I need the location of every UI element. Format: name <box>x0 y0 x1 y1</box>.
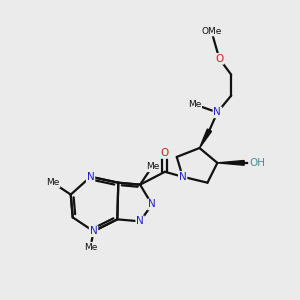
Polygon shape <box>200 129 211 148</box>
Text: OH: OH <box>249 158 265 168</box>
Polygon shape <box>218 160 244 165</box>
Text: N: N <box>214 107 221 117</box>
Text: Me: Me <box>46 178 60 187</box>
Text: Me: Me <box>188 100 201 109</box>
Text: N: N <box>87 172 94 182</box>
Text: OMe: OMe <box>201 27 222 36</box>
Text: N: N <box>179 172 187 182</box>
Text: O: O <box>215 54 224 64</box>
Text: N: N <box>90 226 98 236</box>
Text: Me: Me <box>84 243 97 252</box>
Text: N: N <box>136 216 144 226</box>
Text: N: N <box>148 200 156 209</box>
Text: Me: Me <box>146 162 160 171</box>
Text: O: O <box>161 148 169 158</box>
